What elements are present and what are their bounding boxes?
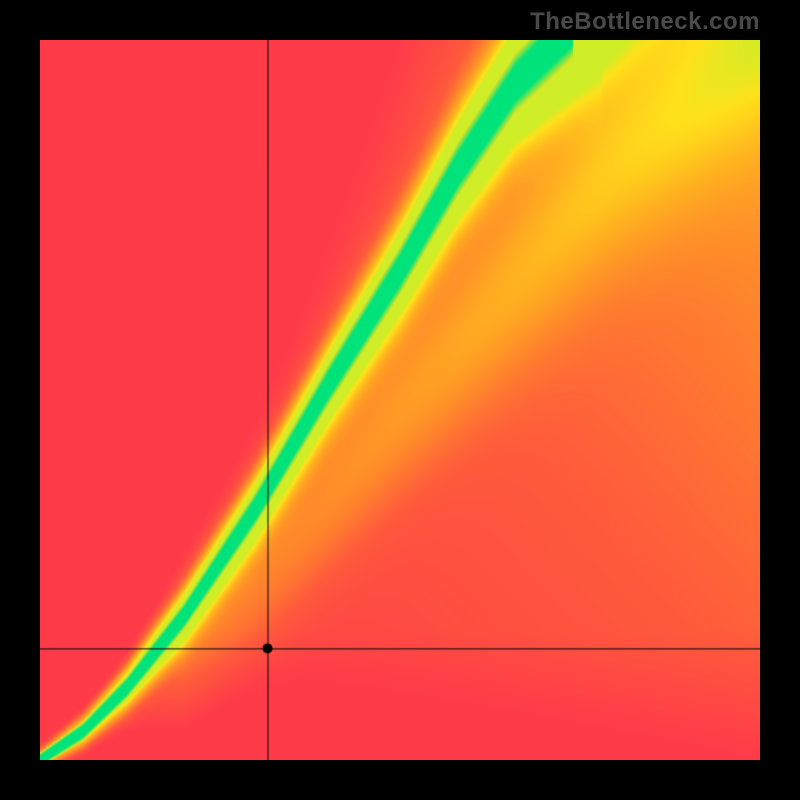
heatmap-canvas — [40, 40, 760, 760]
heatmap-plot — [40, 40, 760, 760]
watermark-text: TheBottleneck.com — [530, 8, 760, 36]
outer-frame: TheBottleneck.com — [0, 0, 800, 800]
